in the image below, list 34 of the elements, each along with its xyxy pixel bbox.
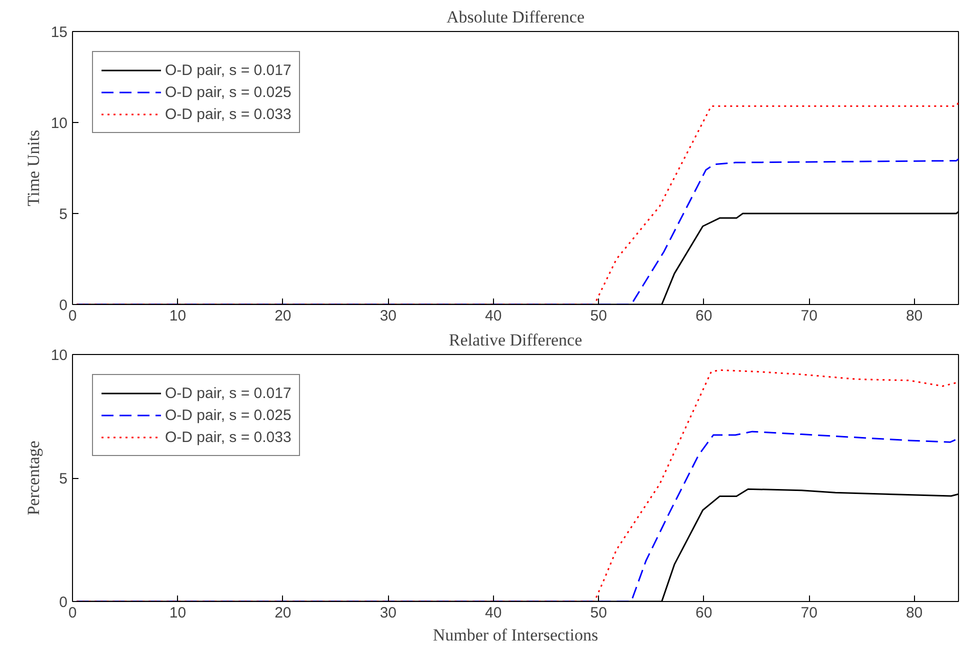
x-tick-label: 20 — [274, 604, 292, 622]
y-tick-label: 5 — [59, 470, 68, 488]
x-tick-label: 60 — [696, 308, 712, 324]
x-tick-label: 40 — [485, 604, 502, 622]
legend-label: O-D pair, s = 0.025 — [165, 84, 292, 100]
x-tick-label: 70 — [800, 604, 818, 622]
chart-title: Absolute Difference — [446, 8, 585, 26]
y-axis-title: Time Units — [24, 130, 43, 206]
legend-label: O-D pair, s = 0.025 — [165, 406, 292, 424]
x-tick-label: 10 — [169, 308, 186, 324]
x-tick-label: 40 — [485, 308, 502, 324]
x-tick-label: 80 — [906, 604, 923, 622]
legend-label: O-D pair, s = 0.033 — [165, 106, 292, 122]
y-tick-label: 0 — [59, 297, 68, 314]
y-tick-label: 15 — [50, 24, 68, 41]
x-tick-label: 50 — [590, 308, 607, 324]
legend-label: O-D pair, s = 0.017 — [165, 62, 292, 78]
y-tick-label: 0 — [59, 594, 68, 611]
x-tick-label: 10 — [169, 604, 186, 622]
y-tick-label: 5 — [59, 206, 68, 223]
x-tick-label: 70 — [800, 308, 818, 324]
x-tick-label: 30 — [380, 308, 397, 324]
x-axis-title: Number of Intersections — [432, 626, 598, 644]
chart-title: Relative Difference — [448, 330, 582, 350]
legend-label: O-D pair, s = 0.033 — [165, 428, 292, 446]
y-tick-label: 10 — [50, 347, 68, 364]
x-tick-label: 80 — [906, 308, 923, 324]
y-tick-label: 10 — [50, 115, 68, 132]
x-tick-label: 50 — [590, 604, 607, 622]
y-axis-title: Percentage — [24, 440, 43, 516]
x-tick-label: 30 — [380, 604, 397, 622]
legend-label: O-D pair, s = 0.017 — [165, 384, 292, 402]
x-tick-label: 60 — [696, 604, 712, 622]
x-tick-label: 20 — [274, 308, 292, 324]
